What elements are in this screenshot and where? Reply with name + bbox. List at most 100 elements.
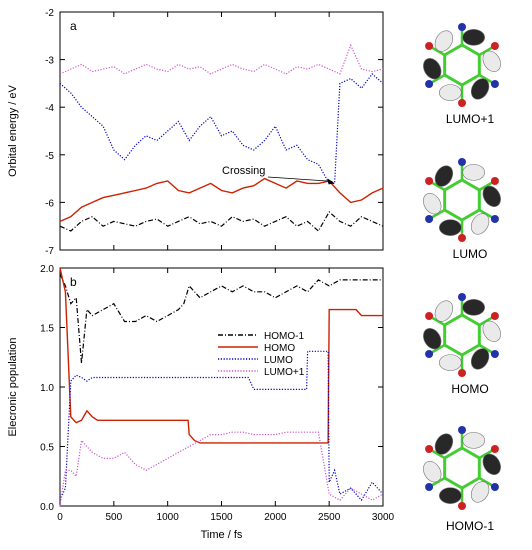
- molecule-label: LUMO+1: [446, 112, 495, 126]
- panel-letter: b: [70, 275, 77, 289]
- orbital-lobe: [434, 300, 454, 322]
- atom: [458, 426, 466, 434]
- annotation-arrow: [267, 176, 333, 182]
- atom: [490, 445, 499, 453]
- molecule-orbital-image: LUMO+1: [423, 23, 501, 126]
- atom: [490, 42, 499, 50]
- benzene-ring: [443, 313, 481, 357]
- panel-b: 0.0 0.5 1.0 1.5 2.0 0 500 1000 1500 2000 2500 3000 E…: [7, 264, 395, 541]
- orbital-lobe: [470, 78, 490, 100]
- orbital-lobe: [439, 354, 462, 371]
- molecule-label: HOMO-1: [446, 519, 494, 533]
- orbital-lobe: [462, 164, 485, 181]
- atom: [425, 177, 434, 185]
- orbital-lobe: [439, 487, 462, 504]
- molecule-label: LUMO: [453, 247, 488, 261]
- y-axis-label: Elecronic population: [7, 337, 19, 436]
- series-line-lumoplus1: [59, 431, 384, 507]
- panel-a: -7 -6 -5 -4 -3 -2 Orbital energy / eV a Crossing: [7, 8, 384, 257]
- orbital-lobe: [434, 30, 454, 52]
- molecule-orbital-image: LUMO: [423, 158, 501, 261]
- molecule-orbital-image: HOMO: [423, 293, 501, 396]
- orbital-lobe: [423, 461, 442, 483]
- y-tick-label: -2: [45, 8, 54, 19]
- atom: [490, 215, 499, 223]
- x-tick-label: 2500: [318, 512, 341, 523]
- y-tick-label: -4: [45, 103, 54, 114]
- atom: [425, 312, 434, 320]
- plot-frame: [59, 11, 384, 251]
- orbital-lobe: [482, 320, 501, 342]
- atom: [425, 80, 434, 88]
- orbital-lobe: [470, 213, 490, 235]
- benzene-ring: [443, 43, 481, 87]
- y-tick-label: 0.5: [40, 443, 54, 454]
- orbital-lobe: [439, 84, 462, 101]
- orbital-lobe: [434, 433, 454, 455]
- orbital-lobe: [439, 219, 462, 236]
- orbital-lobe: [462, 29, 485, 46]
- orbital-lobe: [423, 328, 442, 350]
- orbital-lobe: [423, 58, 442, 80]
- series-line-homo: [59, 267, 383, 444]
- x-tick-label: 2000: [264, 512, 287, 523]
- series-line-homo-1: [59, 210, 384, 232]
- panel-letter: a: [70, 19, 77, 33]
- benzene-ring: [443, 446, 481, 490]
- legend-label: HOMO-1: [264, 331, 304, 342]
- atom: [458, 369, 466, 377]
- atom: [425, 483, 434, 491]
- atom: [490, 177, 499, 185]
- legend-label: HOMO: [264, 343, 295, 354]
- atom: [425, 445, 434, 453]
- atom: [458, 234, 466, 242]
- x-axis-label: Time / fs: [201, 529, 243, 541]
- atom: [490, 483, 499, 491]
- orbital-lobe: [462, 432, 485, 449]
- y-tick-label: -3: [45, 56, 54, 67]
- orbital-lobe: [482, 453, 501, 475]
- atom: [458, 502, 466, 510]
- x-tick-label: 1500: [210, 512, 233, 523]
- atom: [425, 215, 434, 223]
- y-tick-label: 0.0: [40, 502, 54, 513]
- orbital-lobe: [482, 185, 501, 207]
- y-tick-label: 1.0: [40, 383, 54, 394]
- atom: [425, 42, 434, 50]
- legend-label: LUMO: [264, 355, 293, 366]
- y-tick-label: -7: [45, 246, 54, 257]
- atom: [490, 312, 499, 320]
- annotation-text: Crossing: [222, 165, 265, 177]
- series-line-lumo: [59, 350, 384, 502]
- atom: [458, 99, 466, 107]
- y-tick-label: 2.0: [40, 264, 54, 275]
- series-line-lumoplus1: [59, 43, 384, 75]
- atom: [490, 350, 499, 358]
- orbital-lobe: [470, 481, 490, 503]
- x-tick-label: 1000: [157, 512, 180, 523]
- annotation-arrowhead: [327, 178, 335, 185]
- series-line-homo-1: [59, 273, 383, 364]
- x-tick-label: 3000: [372, 512, 395, 523]
- molecule-orbital-image: HOMO-1: [423, 426, 501, 533]
- atom: [425, 350, 434, 358]
- x-tick-label: 0: [57, 512, 63, 523]
- orbital-lobe: [434, 165, 454, 187]
- atom: [458, 293, 466, 301]
- orbital-lobe: [462, 299, 485, 316]
- molecule-images: LUMO+1 LUMO HOMO HOMO-1: [423, 23, 501, 533]
- orbital-lobe: [482, 50, 501, 72]
- y-tick-label: 1.5: [40, 324, 54, 335]
- series-line-homo: [59, 177, 384, 223]
- benzene-ring: [443, 178, 481, 222]
- atom: [458, 158, 466, 166]
- y-tick-label: -5: [45, 151, 54, 162]
- legend-label: LUMO+1: [264, 367, 305, 378]
- atom: [458, 23, 466, 31]
- x-tick-label: 500: [105, 512, 122, 523]
- molecule-label: HOMO: [451, 382, 488, 396]
- y-axis-label: Orbital energy / eV: [7, 84, 19, 176]
- orbital-lobe: [470, 348, 490, 370]
- atom: [490, 80, 499, 88]
